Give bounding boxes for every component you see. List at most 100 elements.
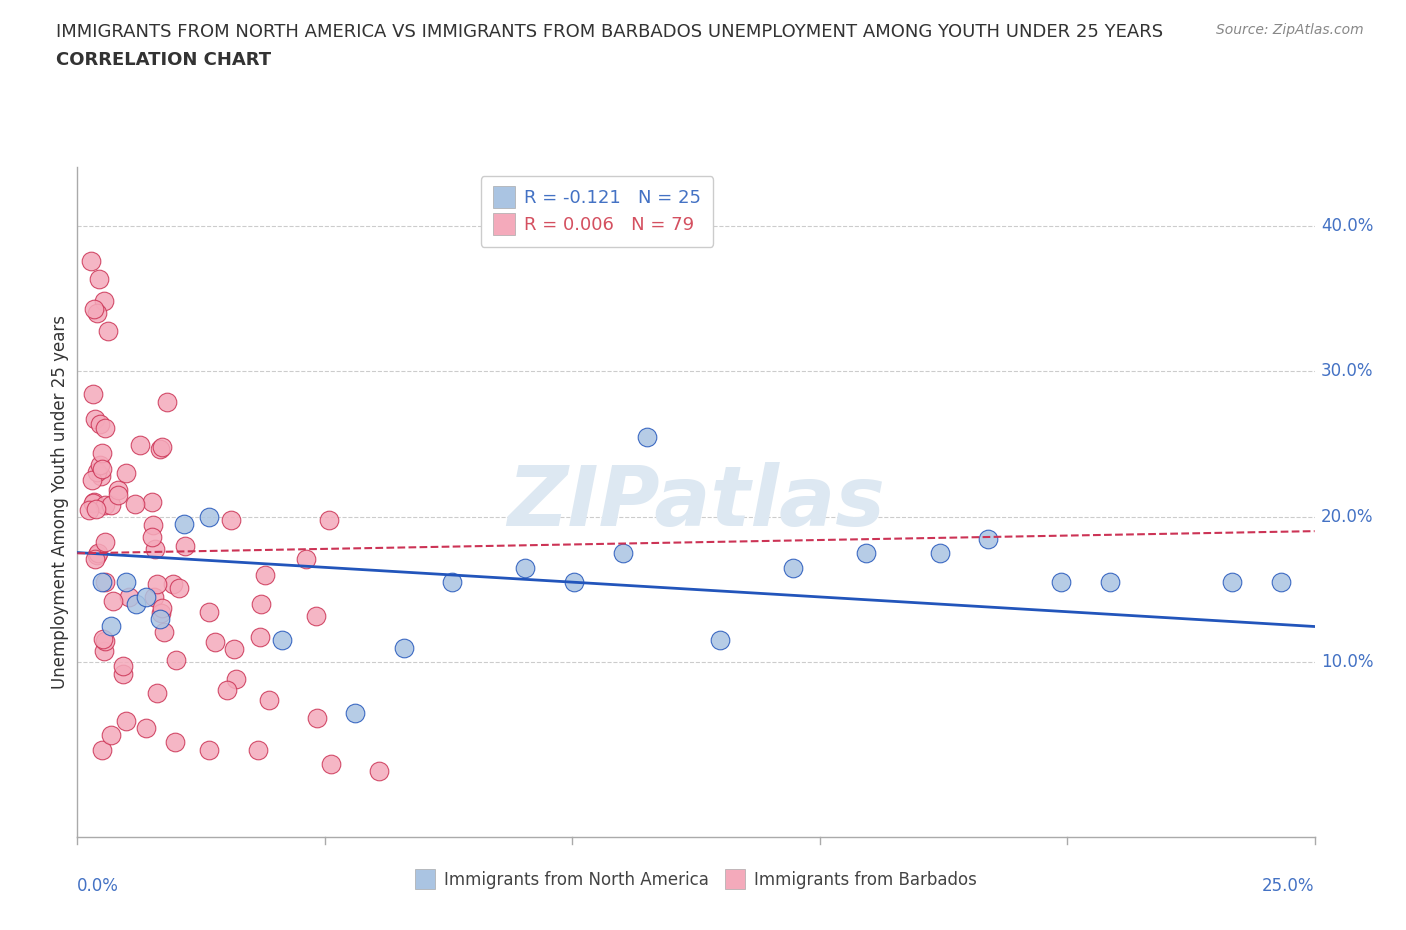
Point: [114, 465, 136, 480]
Point: [141, 529, 163, 544]
Point: [91, 446, 114, 461]
Point: [112, 666, 135, 681]
Point: [135, 721, 157, 736]
Text: 30.0%: 30.0%: [1320, 362, 1374, 380]
Point: [173, 538, 195, 553]
Point: [118, 590, 141, 604]
Point: [782, 560, 804, 575]
Point: [150, 600, 173, 615]
Point: [80, 254, 103, 269]
Point: [101, 593, 124, 608]
Point: [135, 590, 157, 604]
Y-axis label: Unemployment Among Youth under 25 years: Unemployment Among Youth under 25 years: [51, 315, 69, 689]
Point: [198, 742, 221, 757]
Point: [225, 671, 247, 686]
Point: [115, 713, 138, 728]
Point: [93, 535, 115, 550]
Point: [150, 440, 173, 455]
Point: [107, 483, 129, 498]
Point: [143, 590, 166, 604]
Point: [77, 503, 100, 518]
Point: [146, 685, 169, 700]
Point: [83, 301, 105, 316]
Point: [100, 618, 122, 633]
Point: [1270, 575, 1292, 590]
Point: [198, 510, 221, 525]
Point: [142, 517, 165, 532]
Point: [93, 644, 115, 658]
Point: [165, 652, 187, 667]
Point: [83, 495, 105, 510]
Point: [149, 441, 172, 456]
Point: [124, 497, 146, 512]
Point: [855, 546, 877, 561]
Point: [392, 641, 415, 656]
Point: [1098, 575, 1121, 590]
Point: [80, 473, 103, 488]
Point: [167, 581, 190, 596]
Point: [149, 611, 172, 626]
Point: [94, 633, 117, 648]
Point: [305, 608, 328, 623]
Point: [204, 634, 226, 649]
Point: [128, 437, 150, 452]
Point: [217, 683, 239, 698]
Text: CORRELATION CHART: CORRELATION CHART: [56, 51, 271, 69]
Point: [149, 605, 172, 620]
Text: Source: ZipAtlas.com: Source: ZipAtlas.com: [1216, 23, 1364, 37]
Point: [97, 323, 120, 338]
Point: [928, 546, 950, 561]
Point: [89, 417, 111, 432]
Point: [84, 551, 107, 566]
Point: [246, 742, 269, 757]
Point: [125, 597, 148, 612]
Point: [249, 630, 271, 644]
Point: [90, 742, 112, 757]
Point: [91, 461, 114, 476]
Text: 25.0%: 25.0%: [1263, 877, 1315, 896]
Text: IMMIGRANTS FROM NORTH AMERICA VS IMMIGRANTS FROM BARBADOS UNEMPLOYMENT AMONG YOU: IMMIGRANTS FROM NORTH AMERICA VS IMMIGRA…: [56, 23, 1163, 41]
Legend: Immigrants from North America, Immigrants from Barbados: Immigrants from North America, Immigrant…: [409, 864, 983, 896]
Point: [107, 487, 129, 502]
Point: [254, 568, 277, 583]
Point: [153, 625, 176, 640]
Point: [91, 631, 114, 646]
Point: [257, 693, 280, 708]
Point: [305, 711, 328, 725]
Text: 20.0%: 20.0%: [1320, 508, 1374, 525]
Point: [84, 502, 107, 517]
Point: [86, 548, 108, 563]
Point: [82, 496, 104, 511]
Point: [249, 596, 271, 611]
Point: [271, 633, 294, 648]
Point: [87, 545, 110, 560]
Text: 0.0%: 0.0%: [77, 877, 120, 896]
Point: [93, 294, 115, 309]
Point: [318, 513, 340, 528]
Point: [156, 394, 179, 409]
Point: [146, 577, 169, 591]
Point: [1220, 575, 1243, 590]
Text: ZIPatlas: ZIPatlas: [508, 461, 884, 543]
Point: [89, 458, 111, 472]
Point: [198, 604, 221, 619]
Point: [343, 706, 366, 721]
Point: [90, 575, 112, 590]
Point: [100, 727, 122, 742]
Point: [82, 387, 104, 402]
Point: [89, 469, 111, 484]
Point: [562, 575, 585, 590]
Point: [115, 575, 138, 590]
Point: [515, 560, 537, 575]
Point: [162, 577, 184, 591]
Text: 10.0%: 10.0%: [1320, 653, 1374, 671]
Point: [368, 764, 391, 779]
Point: [87, 272, 110, 286]
Point: [709, 633, 731, 648]
Point: [111, 658, 134, 673]
Point: [100, 498, 122, 512]
Text: 40.0%: 40.0%: [1320, 217, 1374, 234]
Point: [219, 512, 242, 527]
Point: [977, 531, 1000, 546]
Point: [93, 420, 115, 435]
